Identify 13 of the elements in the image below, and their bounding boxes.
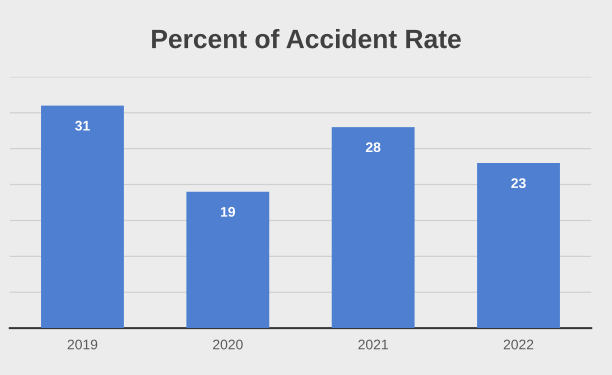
bar — [186, 192, 270, 328]
data-label: 19 — [220, 206, 236, 217]
chart-title: Percent of Accident Rate — [152, 28, 461, 48]
data-label: 23 — [511, 178, 526, 188]
x-tick-label: 2019 — [68, 340, 98, 350]
x-tick-label: 2020 — [213, 340, 243, 350]
bar — [41, 106, 124, 328]
x-tick-label: 2022 — [504, 340, 534, 350]
data-label: 28 — [366, 142, 380, 152]
bar — [477, 163, 560, 328]
x-tick-label: 2021 — [358, 340, 388, 350]
bar — [332, 127, 415, 328]
data-label: 31 — [75, 120, 90, 131]
